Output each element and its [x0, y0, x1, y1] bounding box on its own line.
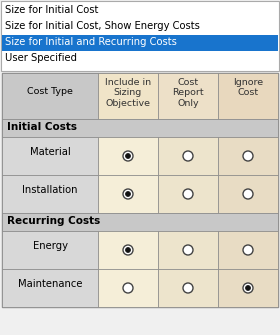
Bar — [218, 137, 278, 175]
Circle shape — [243, 189, 253, 199]
Bar — [2, 73, 278, 307]
Bar — [98, 73, 158, 119]
Circle shape — [123, 245, 133, 255]
Circle shape — [183, 151, 193, 161]
Bar — [2, 231, 98, 269]
Bar — [98, 269, 158, 307]
Text: Initial Costs: Initial Costs — [7, 122, 77, 132]
Bar — [218, 175, 278, 213]
Text: Installation: Installation — [22, 185, 78, 195]
Text: Ignore
Cost: Ignore Cost — [233, 78, 263, 97]
Circle shape — [125, 153, 130, 158]
Text: Maintenance: Maintenance — [18, 279, 82, 289]
Text: Cost Type: Cost Type — [27, 87, 73, 96]
Text: Energy: Energy — [32, 241, 67, 251]
Text: Include in
Sizing
Objective: Include in Sizing Objective — [105, 78, 151, 108]
Circle shape — [123, 189, 133, 199]
Circle shape — [243, 151, 253, 161]
Circle shape — [183, 189, 193, 199]
Bar — [2, 137, 98, 175]
Bar — [2, 269, 98, 307]
Circle shape — [246, 285, 251, 290]
Bar — [158, 175, 218, 213]
Bar — [218, 269, 278, 307]
Bar — [218, 231, 278, 269]
Bar — [2, 213, 278, 231]
Bar — [2, 119, 278, 137]
Circle shape — [243, 283, 253, 293]
Text: Size for Initial Cost, Show Energy Costs: Size for Initial Cost, Show Energy Costs — [5, 21, 200, 31]
Circle shape — [125, 248, 130, 253]
Text: Size for Initial and Recurring Costs: Size for Initial and Recurring Costs — [5, 37, 177, 47]
Text: Recurring Costs: Recurring Costs — [7, 216, 100, 226]
Bar — [98, 175, 158, 213]
Circle shape — [243, 245, 253, 255]
Bar — [158, 231, 218, 269]
Bar — [218, 73, 278, 119]
Text: Material: Material — [30, 147, 70, 157]
Circle shape — [125, 192, 130, 197]
Bar — [2, 73, 98, 119]
Bar — [2, 175, 98, 213]
Text: User Specified: User Specified — [5, 53, 77, 63]
Bar — [98, 137, 158, 175]
Bar — [1, 1, 279, 71]
Text: Cost
Report
Only: Cost Report Only — [172, 78, 204, 108]
Circle shape — [123, 283, 133, 293]
Bar — [98, 231, 158, 269]
Circle shape — [183, 283, 193, 293]
Bar — [2, 35, 278, 51]
Text: Size for Initial Cost: Size for Initial Cost — [5, 5, 98, 15]
Bar — [158, 269, 218, 307]
Circle shape — [183, 245, 193, 255]
Circle shape — [123, 151, 133, 161]
Bar — [158, 73, 218, 119]
Bar — [158, 137, 218, 175]
